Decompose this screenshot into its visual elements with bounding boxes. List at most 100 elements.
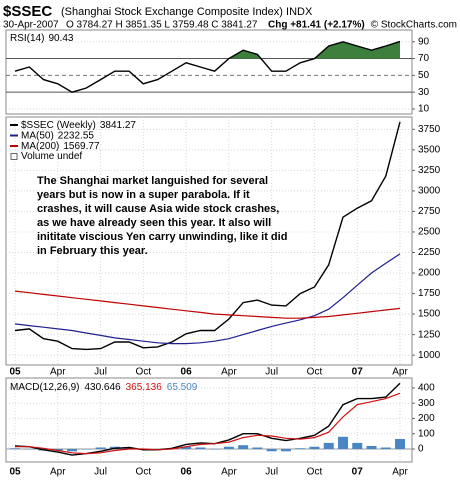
x-tick-label: Oct (307, 467, 323, 478)
legend-title: MACD(12,26,9) (10, 382, 79, 393)
annotation: as we have already seen this year. It al… (37, 217, 271, 229)
legend-entry: Volume undef (21, 151, 82, 162)
x-tick-label: 07 (352, 467, 364, 478)
x-tick-label: Jul (265, 367, 278, 378)
histogram-bar (395, 439, 406, 450)
x-tick-label: Jul (265, 467, 278, 478)
histogram-bar (323, 442, 334, 450)
legend-value: 65.509 (167, 382, 198, 393)
histogram-bar (252, 447, 263, 450)
y-tick-label: 3250 (418, 165, 441, 176)
x-tick-label: Oct (136, 367, 152, 378)
legend-value: 430.646 (84, 382, 121, 393)
y-tick-label: 1750 (418, 288, 441, 299)
y-tick-label: 90 (418, 36, 430, 47)
histogram-bar (209, 449, 220, 450)
y-tick-label: 1250 (418, 329, 441, 340)
y-tick-label: 2500 (418, 227, 441, 238)
y-tick-label: 3750 (418, 124, 441, 135)
y-tick-label: 3000 (418, 186, 441, 197)
y-tick-label: 400 (418, 383, 435, 394)
histogram-bar (238, 445, 249, 450)
annotation: The Shanghai market languished for sever… (37, 175, 268, 187)
histogram-bar (195, 447, 206, 450)
x-tick-label: Apr (221, 467, 237, 478)
x-tick-label: 05 (9, 467, 21, 478)
y-tick-label: 30 (418, 87, 430, 98)
y-tick-label: 2750 (418, 206, 441, 217)
histogram-bar (181, 446, 192, 450)
histogram-bar (124, 447, 135, 450)
y-tick-label: 100 (418, 428, 435, 439)
index-name: (Shanghai Stock Exchange Composite Index… (61, 6, 313, 18)
histogram-bar (295, 448, 306, 450)
legend-name: RSI(14) (10, 33, 44, 44)
annotation: years but is now in a super parabola. If… (37, 189, 250, 201)
overbought-fill (228, 41, 401, 59)
x-tick-label: Apr (392, 367, 408, 378)
x-tick-label: 07 (352, 367, 364, 378)
x-tick-label: Jul (94, 367, 107, 378)
x-tick-label: Jul (94, 467, 107, 478)
histogram-bar (24, 449, 35, 450)
x-tick-label: 05 (9, 367, 21, 378)
y-tick-label: 300 (418, 398, 435, 409)
copyright: © StockCharts.com (371, 20, 457, 31)
quote-ohlc: O 3784.27 H 3851.35 L 3759.48 C 3841.27 (66, 20, 258, 31)
legend-swatch (10, 153, 18, 160)
series-line (15, 392, 401, 455)
x-tick-label: Apr (50, 467, 66, 478)
legend-value: 365.136 (126, 382, 163, 393)
histogram-bar (366, 445, 377, 450)
quote-date: 30-Apr-2007 (3, 20, 59, 31)
x-tick-label: 06 (181, 367, 193, 378)
legend-value: 90.43 (48, 33, 73, 44)
x-tick-label: 06 (181, 467, 193, 478)
x-tick-label: Apr (221, 367, 237, 378)
legend-name: MA(200) (21, 141, 59, 152)
histogram-bar (10, 448, 20, 450)
histogram-bar (95, 447, 106, 450)
legend-name: MA(50) (21, 130, 54, 141)
histogram-bar (280, 449, 291, 452)
y-tick-label: 10 (418, 104, 430, 115)
series-line (14, 253, 401, 345)
legend-value: 2232.55 (58, 130, 95, 141)
y-tick-label: 50 (418, 70, 430, 81)
series-line (14, 40, 401, 93)
y-tick-label: 1500 (418, 309, 441, 320)
panel-frame (5, 116, 413, 366)
x-tick-label: Apr (50, 367, 66, 378)
histogram-bar (81, 449, 92, 450)
legend-entry: MA(200) 1569.77 (21, 141, 100, 152)
legend-name: $SSEC (Weekly) (21, 120, 96, 131)
y-tick-label: 1000 (418, 350, 441, 361)
series-line (14, 382, 401, 456)
series-line (14, 121, 401, 351)
x-tick-label: Oct (136, 467, 152, 478)
annotation: in February this year. (37, 245, 148, 257)
legend-value: 3841.27 (100, 120, 137, 131)
series-line (14, 290, 401, 319)
y-tick-label: 200 (418, 413, 435, 424)
legend-value: 1569.77 (63, 141, 100, 152)
histogram-bar (380, 447, 391, 450)
histogram-bar (67, 449, 78, 452)
legend-entry: MA(50) 2232.55 (21, 130, 94, 141)
legend: MACD(12,26,9) 430.646 365.136 65.509 (10, 382, 198, 393)
annotation: inititate viscious Yen carry unwinding, … (37, 231, 287, 243)
y-tick-label: 70 (418, 53, 430, 64)
y-tick-label: 0 (418, 444, 424, 455)
x-tick-label: Apr (392, 467, 408, 478)
y-tick-label: 2250 (418, 247, 441, 258)
symbol: $SSEC (3, 3, 52, 20)
histogram-bar (266, 449, 277, 452)
quote-change: Chg +81.41 (+2.17%) (268, 20, 365, 31)
x-tick-label: Oct (307, 367, 323, 378)
annotation: crashes, it will cause Asia wide stock c… (37, 203, 279, 215)
legend-entry: $SSEC (Weekly) 3841.27 (21, 120, 136, 131)
histogram-bar (223, 446, 234, 450)
y-tick-label: 2000 (418, 268, 441, 279)
y-tick-label: 3500 (418, 144, 441, 155)
